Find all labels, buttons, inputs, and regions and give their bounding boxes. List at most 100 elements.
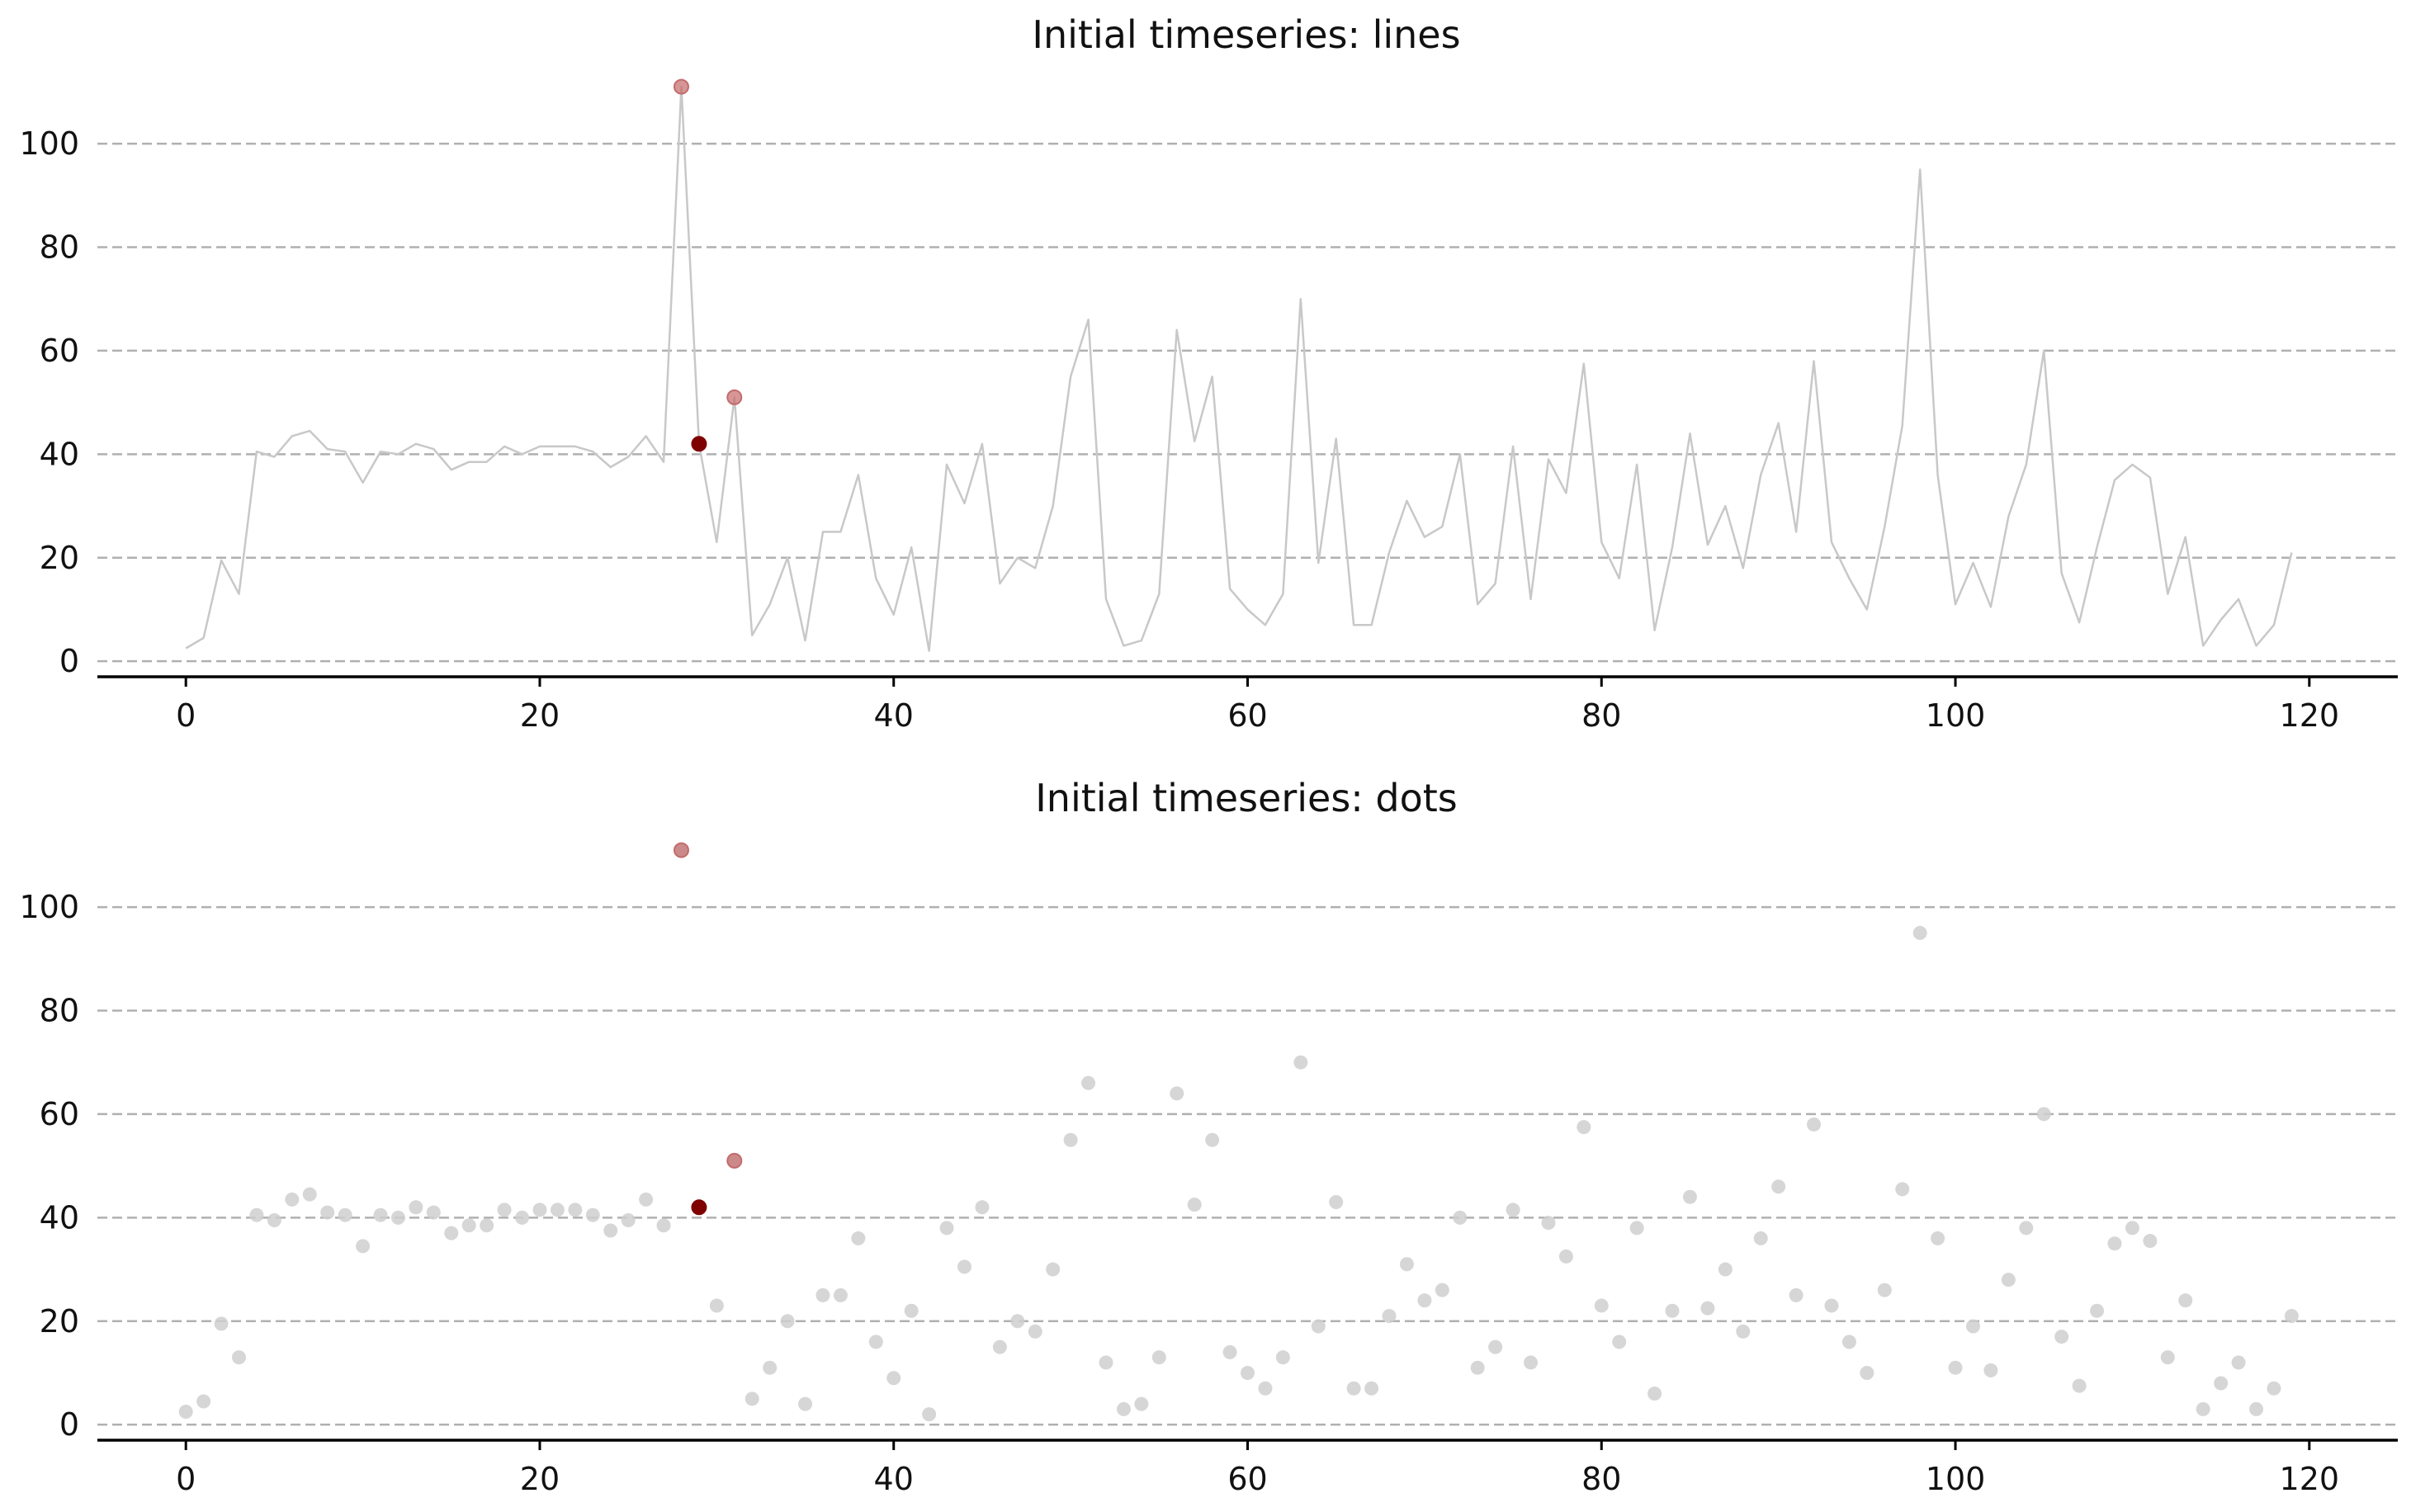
data-point bbox=[1311, 1319, 1326, 1334]
data-point bbox=[196, 1394, 211, 1409]
data-point bbox=[603, 1223, 618, 1238]
y-tick-label: 40 bbox=[40, 1199, 79, 1236]
dots-chart-panel: Initial timeseries: dots 0 20 40 60 80 100 0 20… bbox=[19, 776, 2398, 1497]
data-point bbox=[1931, 1231, 1945, 1245]
data-point bbox=[532, 1203, 547, 1217]
data-point bbox=[1151, 1350, 1166, 1365]
x-tick-label: 100 bbox=[1926, 1461, 1986, 1497]
data-point bbox=[444, 1226, 459, 1240]
data-point bbox=[2196, 1401, 2210, 1416]
data-point bbox=[1382, 1308, 1397, 1323]
data-point bbox=[1010, 1314, 1025, 1329]
y-tick-label: 80 bbox=[40, 229, 79, 265]
y-tick-label: 20 bbox=[40, 1303, 79, 1340]
series bbox=[185, 85, 2293, 652]
data-point bbox=[515, 1210, 530, 1225]
data-point bbox=[939, 1221, 954, 1236]
data-point bbox=[1665, 1303, 1680, 1318]
data-point bbox=[267, 1212, 281, 1227]
data-point bbox=[1187, 1198, 1202, 1212]
x-tick-label: 80 bbox=[1581, 1461, 1621, 1497]
data-point bbox=[2090, 1303, 2105, 1318]
data-point bbox=[285, 1192, 300, 1207]
data-point bbox=[1453, 1210, 1468, 1225]
data-point bbox=[1293, 1055, 1308, 1070]
x-tick-label: 120 bbox=[2280, 1461, 2340, 1497]
y-tick-label: 60 bbox=[40, 333, 79, 369]
data-point bbox=[302, 1187, 317, 1202]
y-tick-label: 0 bbox=[59, 1406, 79, 1443]
data-point bbox=[2178, 1293, 2193, 1308]
data-point bbox=[656, 1218, 671, 1233]
data-point bbox=[1275, 1350, 1290, 1365]
data-point bbox=[2054, 1330, 2069, 1344]
data-point bbox=[2231, 1355, 2246, 1370]
data-point bbox=[1771, 1179, 1786, 1194]
data-point bbox=[1222, 1344, 1237, 1359]
data-point bbox=[1134, 1396, 1149, 1411]
data-point bbox=[1329, 1195, 1344, 1210]
grid bbox=[97, 905, 2398, 1426]
data-point bbox=[1081, 1075, 1096, 1090]
data-point bbox=[178, 1405, 193, 1420]
data-point bbox=[2284, 1308, 2299, 1323]
x-tick-label: 40 bbox=[874, 697, 914, 734]
x-tick-label: 20 bbox=[520, 697, 560, 734]
data-point bbox=[2214, 1376, 2229, 1391]
data-point bbox=[232, 1350, 247, 1365]
data-point bbox=[709, 1298, 724, 1313]
highlighted-point bbox=[691, 1199, 707, 1216]
data-point bbox=[904, 1303, 919, 1318]
y-tick-label: 100 bbox=[19, 125, 79, 162]
highlighted-point bbox=[726, 1152, 743, 1169]
y-tick-label: 60 bbox=[40, 1096, 79, 1132]
data-point bbox=[214, 1316, 229, 1331]
data-point bbox=[1099, 1355, 1113, 1370]
data-point bbox=[1860, 1365, 1874, 1380]
data-point bbox=[2072, 1378, 2087, 1393]
data-point bbox=[426, 1205, 441, 1220]
data-point bbox=[356, 1239, 371, 1254]
data-point bbox=[1682, 1189, 1697, 1204]
data-point bbox=[1488, 1340, 1503, 1354]
data-point bbox=[1912, 925, 1927, 940]
data-point bbox=[1965, 1319, 1980, 1334]
data-point bbox=[249, 1207, 264, 1222]
data-point bbox=[461, 1218, 476, 1233]
data-point bbox=[1205, 1132, 1220, 1147]
data-point bbox=[763, 1360, 778, 1375]
data-point bbox=[639, 1192, 654, 1207]
x-tick-label: 100 bbox=[1926, 697, 1986, 734]
data-point bbox=[1258, 1381, 1273, 1396]
data-point bbox=[1577, 1120, 1591, 1135]
data-point bbox=[320, 1205, 335, 1220]
data-point bbox=[1435, 1283, 1449, 1297]
data-point bbox=[1629, 1221, 1644, 1236]
data-point bbox=[851, 1231, 866, 1245]
data-point bbox=[1046, 1262, 1061, 1277]
x-tick-label: 120 bbox=[2280, 697, 2340, 734]
highlighted-point bbox=[673, 78, 689, 95]
data-point bbox=[745, 1392, 759, 1406]
data-point bbox=[1399, 1257, 1414, 1272]
x-tick-label: 60 bbox=[1227, 697, 1267, 734]
data-point bbox=[1948, 1360, 1963, 1375]
data-point bbox=[480, 1218, 494, 1233]
highlighted-point bbox=[726, 389, 743, 405]
data-point bbox=[1241, 1365, 1255, 1380]
data-point bbox=[1470, 1360, 1485, 1375]
data-point bbox=[1753, 1231, 1768, 1245]
x-tick-label: 0 bbox=[176, 1461, 196, 1497]
data-point bbox=[1648, 1387, 1662, 1401]
data-point bbox=[2001, 1273, 2016, 1288]
y-tick-label: 20 bbox=[40, 540, 79, 576]
y-tick-label: 80 bbox=[40, 992, 79, 1028]
data-point bbox=[957, 1259, 971, 1274]
data-point bbox=[1895, 1182, 1910, 1197]
x-tick-label: 80 bbox=[1581, 697, 1621, 734]
data-point bbox=[1594, 1298, 1609, 1313]
data-point bbox=[815, 1288, 830, 1302]
data-point bbox=[568, 1203, 583, 1217]
data-point bbox=[621, 1212, 636, 1227]
